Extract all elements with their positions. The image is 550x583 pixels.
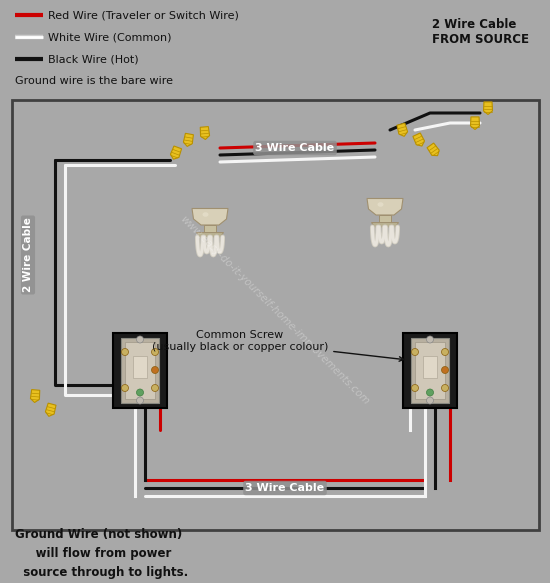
Text: Black Wire (Hot): Black Wire (Hot)	[48, 54, 139, 64]
Text: Red Wire (Traveler or Switch Wire): Red Wire (Traveler or Switch Wire)	[48, 10, 239, 20]
Polygon shape	[413, 133, 425, 146]
Text: Ground Wire (not shown)
     will flow from power
  source through to lights.
At: Ground Wire (not shown) will flow from p…	[15, 528, 210, 583]
Text: White Wire (Common): White Wire (Common)	[48, 32, 172, 42]
Text: 3 Wire Cable: 3 Wire Cable	[245, 483, 324, 493]
Circle shape	[426, 336, 433, 343]
Bar	[403, 332, 457, 408]
Circle shape	[411, 349, 419, 356]
Polygon shape	[46, 403, 56, 416]
Bar	[125, 342, 155, 399]
Polygon shape	[170, 146, 182, 159]
Circle shape	[442, 349, 448, 356]
Polygon shape	[427, 143, 439, 156]
Bar	[379, 215, 391, 223]
Polygon shape	[483, 102, 492, 114]
Circle shape	[426, 389, 433, 396]
Circle shape	[136, 389, 144, 396]
Text: www.easy-do-it-yourself-home-improvements.com: www.easy-do-it-yourself-home-improvement…	[179, 213, 371, 406]
Polygon shape	[192, 209, 228, 225]
Circle shape	[122, 349, 129, 356]
Bar	[411, 338, 449, 402]
Circle shape	[426, 397, 433, 404]
Text: Common Screw
(usually black or copper colour): Common Screw (usually black or copper co…	[152, 330, 404, 361]
Polygon shape	[183, 134, 194, 146]
Text: 2 Wire Cable: 2 Wire Cable	[23, 217, 33, 293]
Circle shape	[411, 385, 419, 392]
Circle shape	[122, 385, 129, 392]
Circle shape	[151, 367, 158, 374]
Ellipse shape	[377, 202, 383, 207]
Text: 3 Wire Cable: 3 Wire Cable	[255, 143, 334, 153]
Circle shape	[136, 397, 144, 404]
Bar	[113, 332, 167, 408]
Polygon shape	[200, 127, 210, 139]
Polygon shape	[397, 123, 408, 136]
Text: Ground wire is the bare wire: Ground wire is the bare wire	[15, 76, 173, 86]
Bar	[415, 342, 445, 399]
Polygon shape	[367, 198, 403, 215]
Bar	[121, 338, 159, 402]
Polygon shape	[30, 389, 40, 402]
Polygon shape	[196, 233, 223, 237]
Polygon shape	[470, 117, 480, 129]
Polygon shape	[371, 223, 399, 227]
Circle shape	[442, 367, 448, 374]
Ellipse shape	[202, 212, 208, 217]
Circle shape	[151, 349, 158, 356]
Bar	[204, 225, 216, 233]
Bar	[12, 100, 539, 530]
Circle shape	[442, 385, 448, 392]
Bar	[133, 356, 147, 378]
Text: 2 Wire Cable
FROM SOURCE: 2 Wire Cable FROM SOURCE	[432, 18, 529, 46]
Bar	[423, 356, 437, 378]
Circle shape	[151, 385, 158, 392]
Circle shape	[136, 336, 144, 343]
